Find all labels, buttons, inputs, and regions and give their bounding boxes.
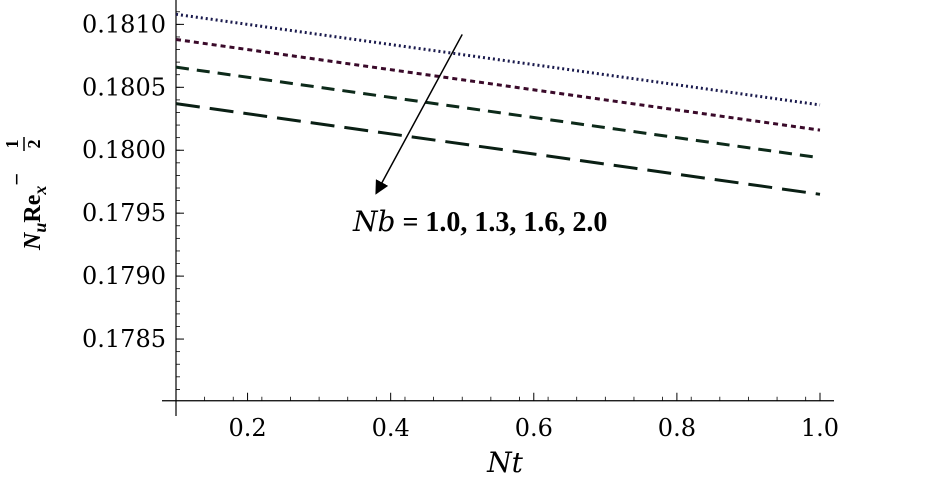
annotation-text: Nb = 1.0, 1.3, 1.6, 2.0 (352, 205, 607, 238)
x-axis-label: Nt (486, 446, 524, 478)
series-line-nb-1-3 (175, 37, 821, 132)
y-label-exp-num: 1 (2, 140, 22, 149)
y-label-mid: Re (20, 194, 46, 222)
x-tick-label: 0.8 (658, 414, 696, 442)
y-tick-label: 0.1785 (82, 325, 166, 353)
axes (162, 0, 834, 416)
x-tick-label: 0.4 (372, 414, 410, 442)
y-tick-label: 0.1810 (82, 10, 166, 38)
y-label-mid-sub: x (30, 186, 50, 196)
x-tick-label: 1.0 (801, 414, 839, 442)
y-label-base: N (20, 231, 46, 251)
y-tick-label: 0.1790 (82, 262, 166, 290)
x-tick-label: 0.6 (515, 414, 553, 442)
y-tick-label: 0.1795 (82, 199, 166, 227)
ticks-layer: 0.1785 0.1790 0.1795 0.1800 0.1805 0.1810 0.2 0… (82, 10, 839, 442)
y-label-exp-sign: − (4, 173, 29, 186)
y-tick-label: 0.1800 (82, 136, 166, 164)
series-line-nb-1-0 (175, 12, 821, 107)
y-axis-label: NuRex− (4, 173, 50, 251)
y-label-exp-den: 2 (24, 140, 44, 149)
annotation-arrow (375, 34, 463, 195)
series-line-nb-1-6 (175, 65, 821, 160)
annotation-values: = 1.0, 1.3, 1.6, 2.0 (395, 207, 607, 238)
series-line-nb-2-0 (175, 102, 821, 196)
annotation-variable: Nb (352, 205, 395, 238)
y-label-fraction: 1 2 (2, 137, 44, 151)
y-tick-label: 0.1805 (82, 73, 166, 101)
y-label-base-sub: u (30, 223, 50, 233)
x-tick-label: 0.2 (228, 414, 266, 442)
series-layer (175, 12, 821, 196)
